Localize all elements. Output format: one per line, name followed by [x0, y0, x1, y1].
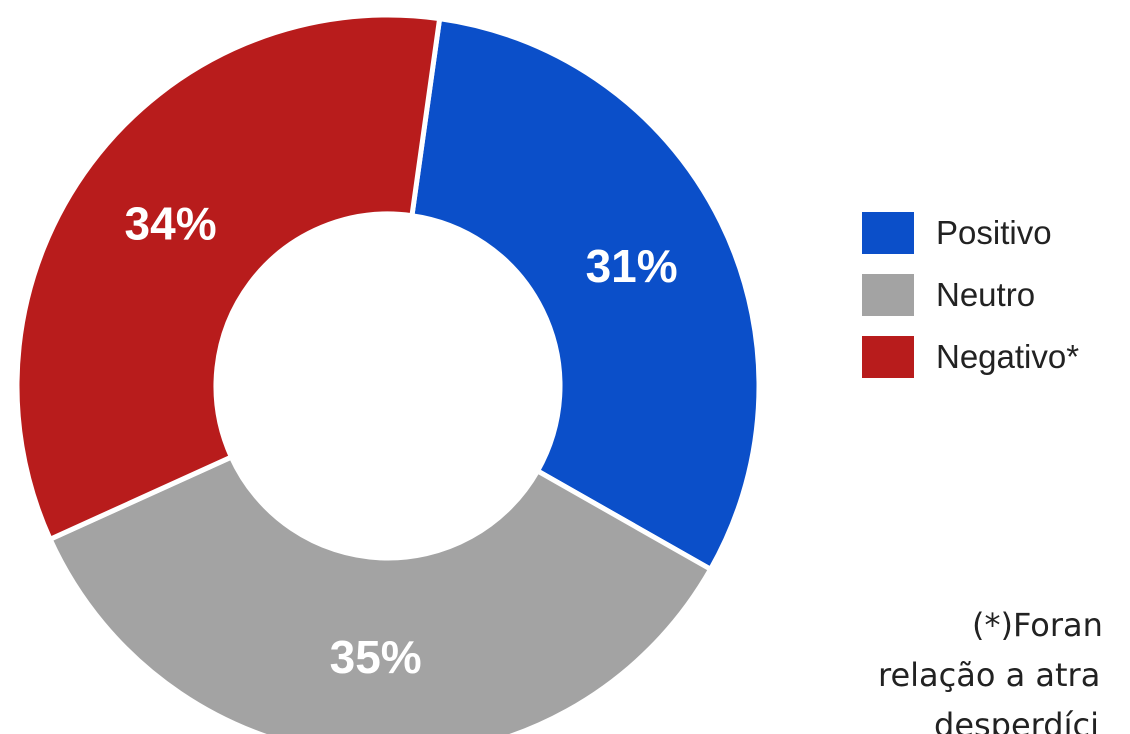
legend-swatch-positivo [862, 212, 914, 254]
donut-chart: 31% 35% 34% [14, 12, 762, 734]
legend-item-neutro: Neutro [862, 264, 1079, 326]
legend-swatch-negativo [862, 336, 914, 378]
footnote: (*)Foran relação a atra desperdíci [872, 600, 1130, 734]
footnote-line-1: (*)Foran [972, 606, 1103, 644]
footnote-line-3: desperdíci [934, 706, 1099, 734]
footnote-line-2: relação a atra [878, 656, 1101, 694]
legend-item-positivo: Positivo [862, 202, 1079, 264]
legend-swatch-neutro [862, 274, 914, 316]
slice-positivo [409, 16, 762, 572]
slice-negativo [14, 12, 443, 542]
legend-label-negativo: Negativo* [936, 338, 1080, 375]
slice-label-positivo: 31% [586, 240, 678, 292]
legend-label-neutro: Neutro [936, 276, 1036, 313]
slice-label-negativo: 34% [125, 197, 217, 249]
legend: Positivo Neutro Negativo* [862, 202, 1079, 388]
legend-item-negativo: Negativo* [862, 326, 1079, 388]
legend-label-positivo: Positivo [936, 214, 1052, 251]
slice-neutro [47, 454, 714, 734]
slice-label-neutro: 35% [330, 631, 422, 683]
